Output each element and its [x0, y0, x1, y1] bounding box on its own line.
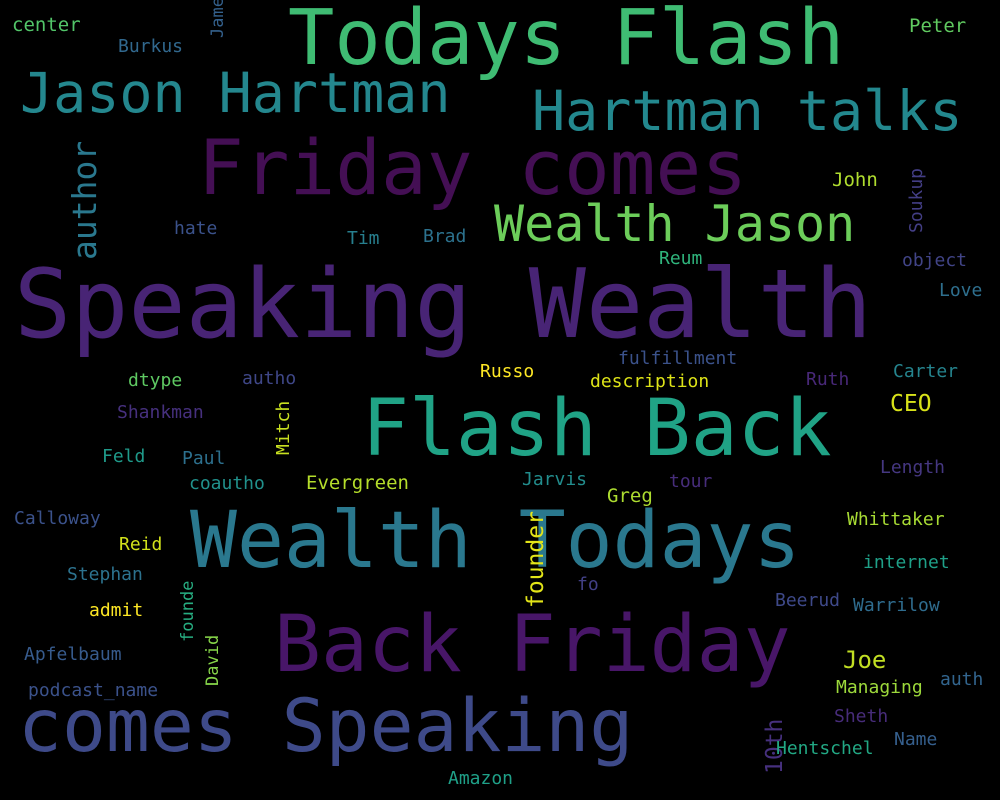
- word-name: Name: [894, 729, 938, 750]
- word-ruth: Ruth: [806, 369, 850, 390]
- word-founder: founder: [523, 511, 549, 608]
- word-wealth-jason: Wealth Jason: [494, 195, 856, 253]
- word-managing: Managing: [836, 677, 923, 698]
- word-auth: auth: [940, 669, 984, 690]
- word-paul: Paul: [182, 448, 226, 469]
- word-reid: Reid: [119, 534, 163, 555]
- word-admit: admit: [89, 600, 144, 621]
- word-tim: Tim: [347, 228, 380, 249]
- word-james: James: [208, 0, 228, 38]
- word-evergreen: Evergreen: [306, 472, 409, 494]
- word-david: David: [203, 634, 223, 686]
- word-peter: Peter: [909, 15, 967, 37]
- word-hartman-talks: Hartman talks: [532, 79, 963, 143]
- word-shankman: Shankman: [117, 402, 204, 423]
- word-joe: Joe: [843, 646, 887, 674]
- word-burkus: Burkus: [118, 36, 184, 57]
- word-jarvis: Jarvis: [522, 469, 588, 490]
- word-love: Love: [939, 280, 983, 301]
- word-carter: Carter: [893, 361, 959, 382]
- word-soukup: Soukup: [906, 167, 927, 233]
- word-tour: tour: [669, 471, 713, 492]
- word-autho: autho: [242, 368, 297, 389]
- word-greg: Greg: [607, 485, 653, 507]
- word-brad: Brad: [423, 226, 467, 247]
- word-whittaker: Whittaker: [847, 509, 945, 530]
- word-todays-flash: Todays Flash: [288, 0, 845, 83]
- word-description: description: [590, 371, 710, 392]
- word-length: Length: [880, 457, 946, 478]
- word-feld: Feld: [102, 446, 146, 467]
- word-warrilow: Warrilow: [853, 595, 940, 616]
- word-reum: Reum: [659, 248, 703, 269]
- word-founde: founde: [178, 580, 198, 642]
- word-sheth: Sheth: [834, 706, 889, 727]
- word-center: center: [12, 14, 81, 36]
- word-russo: Russo: [480, 361, 535, 382]
- word-stephan: Stephan: [67, 564, 143, 585]
- word-speaking-wealth: Speaking Wealth: [14, 250, 872, 360]
- word-fo: fo: [577, 574, 599, 595]
- word-friday-comes: Friday comes: [198, 123, 748, 212]
- word-back-friday: Back Friday: [274, 600, 791, 690]
- word-ceo: CEO: [890, 391, 932, 417]
- word-coautho: coautho: [189, 473, 265, 494]
- word-john: John: [832, 169, 878, 191]
- word-calloway: Calloway: [14, 508, 101, 529]
- word-hate: hate: [174, 218, 218, 239]
- word-mitch: Mitch: [273, 400, 294, 455]
- word-wealth-todays: Wealth Todays: [190, 496, 801, 586]
- word-comes-speaking: comes Speaking: [18, 684, 634, 769]
- word-flash-back: Flash Back: [362, 384, 832, 474]
- word-object: object: [902, 250, 968, 271]
- word-internet: internet: [863, 552, 950, 573]
- word-podcast-name: podcast_name: [28, 680, 159, 701]
- word-amazon: Amazon: [448, 768, 514, 789]
- word-jason-hartman: Jason Hartman: [20, 61, 451, 125]
- word-dtype: dtype: [128, 370, 183, 391]
- word-hentschel: Hentschel: [776, 738, 874, 759]
- word-apfelbaum: Apfelbaum: [24, 644, 122, 665]
- word-fulfillment: fulfillment: [618, 348, 738, 369]
- word-author: author: [65, 140, 104, 260]
- word-beerud: Beerud: [775, 590, 841, 611]
